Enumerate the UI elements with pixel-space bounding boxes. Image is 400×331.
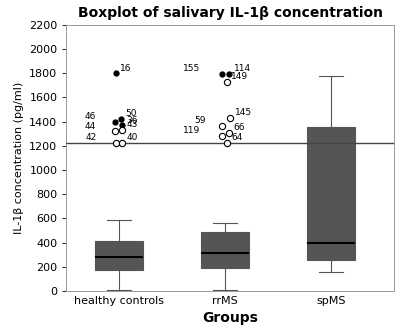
- Text: 149: 149: [232, 72, 248, 81]
- Title: Boxplot of salivary IL-1β concentration: Boxplot of salivary IL-1β concentration: [78, 6, 383, 20]
- Text: 155: 155: [183, 65, 200, 73]
- Text: 114: 114: [234, 65, 251, 73]
- PathPatch shape: [201, 232, 249, 268]
- Text: 40: 40: [127, 133, 138, 142]
- PathPatch shape: [96, 241, 143, 270]
- Text: 43: 43: [127, 120, 138, 129]
- Text: 16: 16: [120, 64, 132, 72]
- Text: 119: 119: [183, 126, 200, 135]
- PathPatch shape: [307, 127, 355, 260]
- Text: 42: 42: [86, 133, 97, 142]
- Text: 36: 36: [127, 116, 138, 124]
- Text: 64: 64: [232, 133, 243, 142]
- Text: 66: 66: [234, 123, 245, 132]
- Y-axis label: IL-1β concentration (pg/ml): IL-1β concentration (pg/ml): [14, 82, 24, 234]
- Text: 44: 44: [84, 121, 96, 130]
- X-axis label: Groups: Groups: [202, 311, 258, 325]
- Text: 59: 59: [194, 116, 206, 125]
- Text: 46: 46: [84, 112, 96, 121]
- Text: 50: 50: [126, 110, 137, 118]
- Text: 145: 145: [234, 108, 252, 117]
